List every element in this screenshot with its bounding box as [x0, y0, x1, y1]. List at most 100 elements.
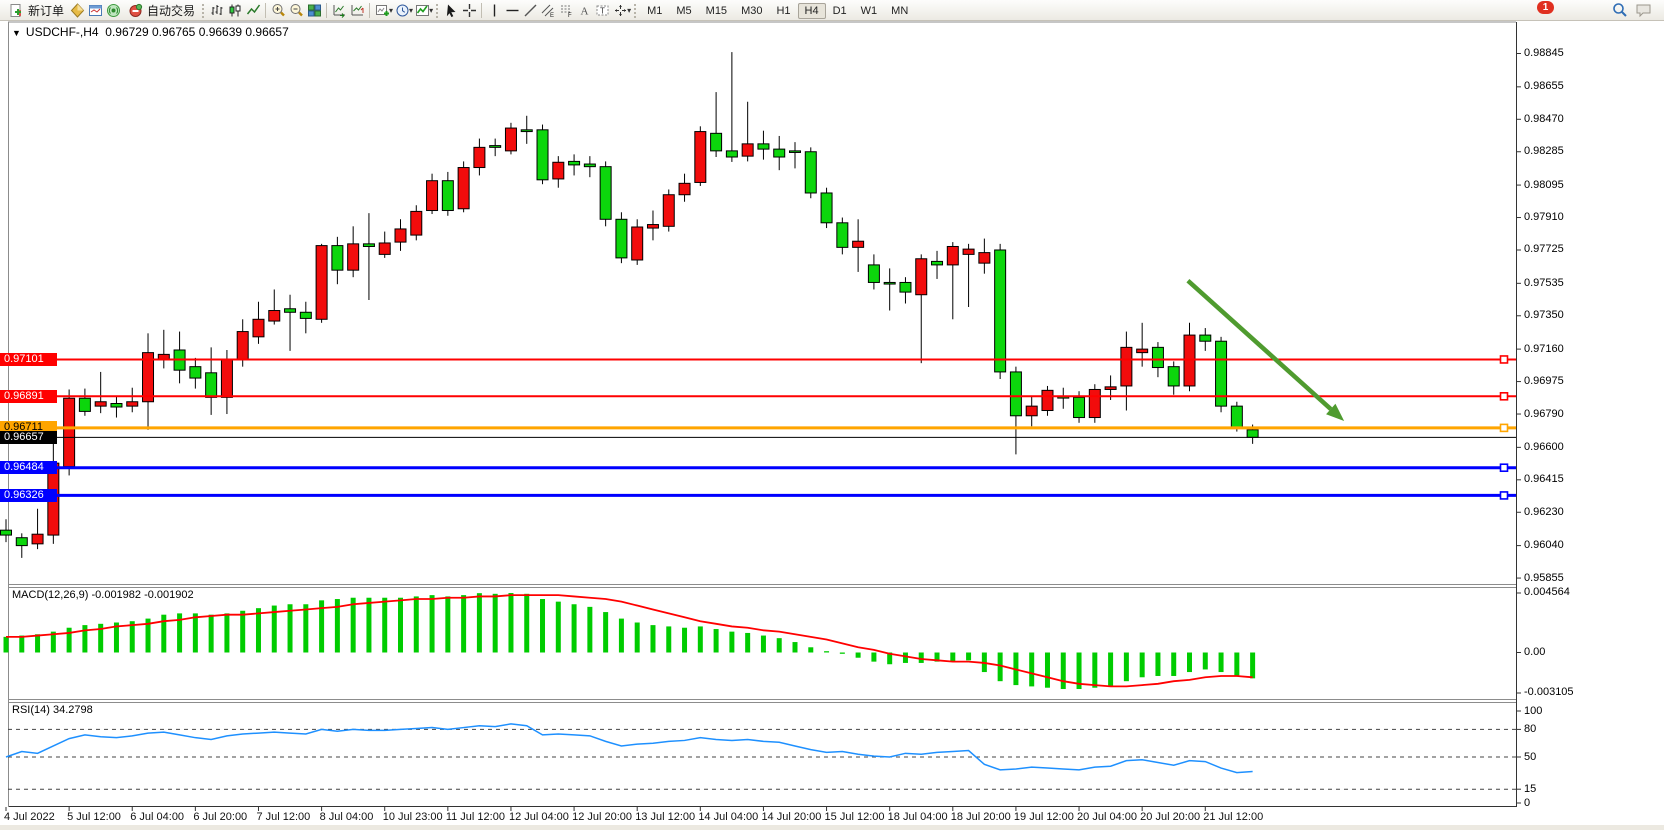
macd-axis-label: 0.004564 [1524, 586, 1570, 599]
macd-histogram-bar [129, 621, 135, 653]
candle-body [394, 228, 407, 243]
candle-body [852, 240, 865, 248]
candle-body [978, 252, 991, 264]
terminal-window-icon[interactable] [86, 2, 104, 19]
macd-histogram-bar [461, 595, 467, 653]
timeframe-button-mn[interactable]: MN [891, 5, 909, 17]
level-line-handle[interactable] [1499, 355, 1509, 364]
macd-axis-label: -0.003105 [1524, 686, 1574, 699]
time-axis-label: 10 Jul 23:00 [382, 811, 443, 823]
candle-body [1151, 346, 1164, 369]
candle-body [552, 161, 565, 180]
indicators-icon[interactable] [413, 2, 431, 19]
price-axis-label: 0.96415 [1524, 473, 1564, 486]
ohlc-values: 0.96729 0.96765 0.96639 0.96657 [105, 25, 289, 39]
macd-histogram-bar [429, 595, 435, 653]
price-axis-label: 0.96600 [1524, 440, 1564, 453]
candle-body [1136, 348, 1149, 354]
toolbar-drag-handle[interactable] [201, 2, 207, 18]
line-chart-icon[interactable] [244, 2, 262, 19]
macd-histogram-bar [1139, 652, 1145, 678]
candle-body [15, 537, 28, 547]
macd-histogram-bar [3, 636, 9, 653]
candle-body [757, 143, 770, 150]
arrows-icon[interactable] [611, 2, 629, 19]
horizontal-line-icon[interactable] [503, 2, 521, 19]
macd-histogram-bar [760, 635, 766, 653]
timeframe-button-m5[interactable]: M5 [676, 5, 692, 17]
text-label-icon[interactable]: T [593, 2, 611, 19]
zoom-out-icon[interactable] [287, 2, 305, 19]
tile-windows-icon[interactable] [305, 2, 323, 19]
equidistant-channel-icon[interactable]: E [539, 2, 557, 19]
timeframe-button-d1[interactable]: D1 [832, 5, 847, 17]
candle-body [110, 403, 123, 408]
text-icon[interactable]: A [575, 2, 593, 19]
cursor-icon[interactable] [442, 2, 460, 19]
gold-diamond-icon[interactable] [68, 2, 86, 19]
level-line-handle[interactable] [1499, 423, 1509, 433]
chart-symbol-title[interactable]: ▼ USDCHF-,H4 0.96729 0.96765 0.96639 0.96… [12, 25, 289, 39]
candle-body [63, 397, 76, 468]
level-line-handle[interactable] [1499, 392, 1509, 401]
macd-histogram-bar [350, 597, 356, 653]
bar-chart-icon[interactable] [208, 2, 226, 19]
macd-histogram-bar [334, 599, 340, 653]
macd-histogram-bar [271, 605, 277, 653]
candle-body [1120, 346, 1133, 387]
level-line-handle[interactable] [1499, 491, 1509, 500]
timeframe-button-h1[interactable]: H1 [776, 5, 791, 17]
candle-body [236, 331, 249, 361]
new-chart-icon[interactable] [373, 2, 391, 19]
candle-body [615, 218, 628, 259]
toolbar-separator [326, 2, 328, 18]
timeframe-toolbar: M1 M5 M15 M30 H1 H4 D1 W1 MN [640, 1, 915, 19]
timeframe-button-w1[interactable]: W1 [860, 5, 878, 17]
trend-arrow-line[interactable] [1186, 279, 1333, 411]
signal-icon[interactable] [104, 2, 122, 19]
macd-histogram-bar [1044, 652, 1050, 688]
fibonacci-icon[interactable]: F [557, 2, 575, 19]
macd-histogram-bar [902, 652, 908, 663]
toolbar-drag-handle[interactable] [633, 2, 639, 18]
periods-clock-icon[interactable] [393, 2, 411, 19]
timeframe-button-m15[interactable]: M15 [705, 5, 728, 17]
search-icon[interactable] [1611, 2, 1629, 19]
chevron-down-icon[interactable]: ▾ [409, 5, 414, 15]
candlestick-chart-icon[interactable] [226, 2, 244, 19]
crosshair-icon[interactable] [460, 2, 478, 19]
timeframe-button-h4[interactable]: H4 [797, 3, 826, 19]
chevron-down-icon[interactable]: ▾ [389, 5, 394, 15]
timeframe-button-m30[interactable]: M30 [741, 5, 763, 17]
window-bottom-edge [0, 825, 1664, 830]
time-axis-label: 6 Jul 20:00 [193, 811, 248, 823]
toolbar-drag-handle[interactable] [435, 2, 441, 18]
auto-scroll-icon[interactable] [330, 2, 348, 19]
chevron-down-icon[interactable]: ▾ [627, 5, 632, 15]
macd-histogram-bar [713, 629, 719, 653]
trendline-icon[interactable] [521, 2, 539, 19]
vertical-line-icon[interactable] [485, 2, 503, 19]
symbol-period-label: USDCHF-,H4 [25, 25, 99, 39]
level-line-handle[interactable] [1499, 463, 1509, 473]
notification-badge[interactable]: 1 [1537, 1, 1554, 14]
macd-histogram-bar [871, 652, 877, 662]
macd-histogram-bar [634, 622, 640, 653]
zoom-in-icon[interactable] [269, 2, 287, 19]
chat-icon[interactable] [1635, 2, 1653, 19]
macd-histogram-bar [240, 610, 246, 653]
trend-arrow-head[interactable] [1326, 403, 1345, 422]
candle-body [1009, 371, 1022, 417]
chart-shift-icon[interactable] [348, 2, 366, 19]
autotrading-button[interactable]: 自动交易 [122, 1, 199, 20]
price-axis-label: 0.97725 [1524, 243, 1564, 256]
macd-histogram-bar [145, 618, 151, 653]
time-axis-label: 13 Jul 12:00 [635, 811, 696, 823]
timeframe-button-m1[interactable]: M1 [647, 5, 663, 17]
chevron-down-icon[interactable]: ▾ [429, 5, 434, 15]
candle-body [1199, 334, 1212, 342]
chevron-down-icon[interactable]: ▼ [12, 28, 21, 38]
new-order-button[interactable]: 新订单 [3, 1, 68, 20]
macd-histogram-bar [1171, 652, 1177, 676]
